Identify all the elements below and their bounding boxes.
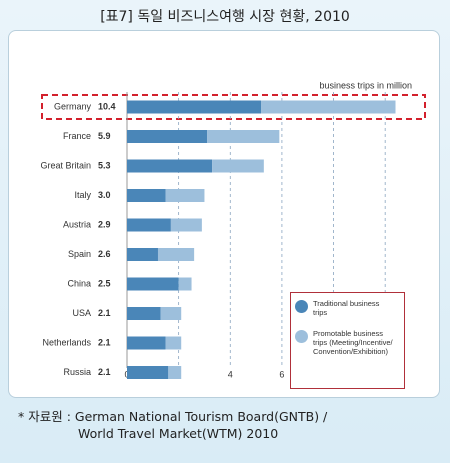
bar-segment [160,307,182,320]
bar-segment [165,336,182,350]
bar-segment [165,189,205,202]
legend-item: Promotable business trips (Meeting/Incen… [295,329,401,356]
bar-segment [127,248,158,261]
bar-segment [157,248,195,261]
legend-item: Traditional business trips [295,299,401,317]
y-tick-label: Great Britain [40,160,91,170]
bar-segment [127,277,179,291]
bar-segment [127,218,171,232]
footnote: * 자료원 : German National Tourism Board(GN… [18,408,327,442]
y-tick-label: Netherlands [42,337,91,347]
title: [표7] 독일 비즈니스여행 시장 현황, 2010 [100,9,350,25]
bar-segment [127,100,262,114]
y-tick-label: Germany [54,101,92,111]
total-label: 3.0 [98,190,111,200]
y-tick-label: Austria [63,219,91,229]
bar-segment [212,159,264,173]
bar-segment [127,366,169,379]
legend-label: Promotable business trips (Meeting/Incen… [313,329,393,356]
y-tick-label: Italy [74,190,91,200]
bar-segment [178,277,192,291]
legend-swatch [295,300,308,313]
y-tick-label: Russia [63,367,91,377]
bar-segment [127,336,166,350]
bar-segment [170,218,202,232]
bar-segment [207,130,280,143]
y-tick-label: China [67,278,91,288]
unit-label: business trips in million [319,80,412,90]
total-label: 2.9 [98,219,111,229]
total-label: 2.1 [98,308,111,318]
legend-swatch [295,330,308,343]
highlight-box [41,94,426,120]
total-label: 5.3 [98,160,111,170]
legend: Traditional business trips Promotable bus… [290,292,405,389]
total-label: 2.5 [98,278,111,288]
y-tick-label: Spain [68,249,91,259]
bar-segment [127,159,213,173]
x-tick-label: 4 [228,369,233,379]
source-line: World Travel Market(WTM) 2010 [78,426,279,441]
total-label: 10.4 [98,101,116,111]
total-label: 5.9 [98,131,111,141]
total-label: 2.1 [98,367,111,377]
total-label: 2.6 [98,249,111,259]
bar-segment [127,307,161,320]
bar-segment [168,366,182,379]
source-line: * 자료원 : German National Tourism Board(GN… [18,409,328,424]
bar-segment [261,100,396,114]
y-tick-label: France [63,131,91,141]
bar-segment [127,130,208,143]
x-tick-label: 6 [279,369,284,379]
y-tick-label: USA [72,308,91,318]
total-label: 2.1 [98,337,111,347]
bar-segment [127,189,166,202]
legend-label: Traditional business trips [313,299,380,317]
